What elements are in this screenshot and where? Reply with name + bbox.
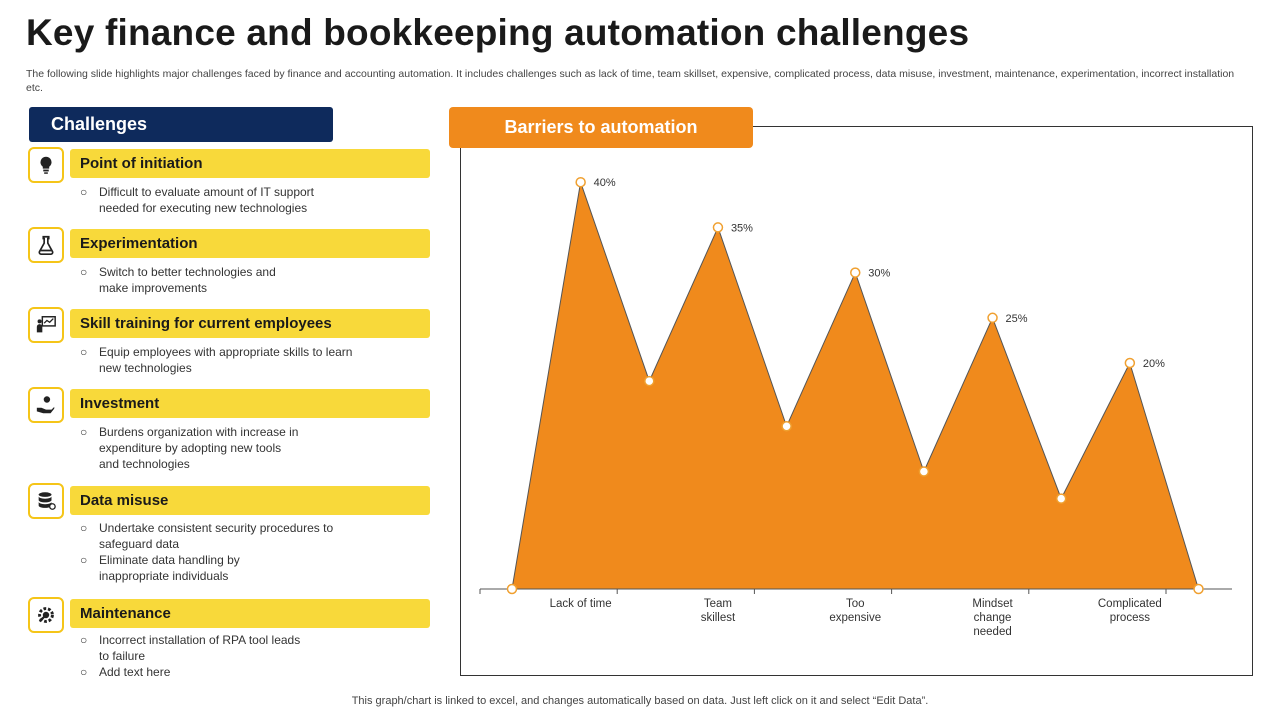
challenge-bullet: ○ Incorrect installation of RPA tool lead… <box>80 633 301 663</box>
bullet-text: Eliminate data handling by inappropriate… <box>99 553 240 583</box>
challenge-title-bar: Skill training for current employees <box>70 309 430 338</box>
challenges-header: Challenges <box>29 107 333 142</box>
challenge-title: Point of initiation <box>80 155 203 172</box>
challenge-title-bar: Investment <box>70 389 430 418</box>
x-tick-label: Complicated process <box>1098 598 1162 624</box>
bullet-text: Undertake consistent security procedures… <box>99 521 334 551</box>
x-tick-label: Team skillest <box>701 598 736 624</box>
challenge-title-bar: Experimentation <box>70 229 430 258</box>
lightbulb-icon <box>28 147 64 183</box>
hand-money-icon <box>28 387 64 423</box>
bullet-text: Equip employees with appropriate skills … <box>99 345 353 375</box>
data-point <box>506 583 518 595</box>
data-point <box>781 421 792 432</box>
challenge-title-bar: Maintenance <box>70 599 430 628</box>
challenge-title: Skill training for current employees <box>80 315 332 332</box>
challenge-title: Experimentation <box>80 235 198 252</box>
challenge-title-bar: Point of initiation <box>70 149 430 178</box>
bullet-text: Switch to better technologies and make i… <box>99 265 276 295</box>
page-title: Key finance and bookkeeping automation c… <box>26 12 970 53</box>
bullet-text: Add text here <box>99 665 171 679</box>
page-subtitle: The following slide highlights major cha… <box>26 68 1235 94</box>
data-point-peak <box>575 176 586 188</box>
data-label: 40% <box>594 177 616 189</box>
chart-frame <box>460 126 1253 676</box>
challenge-title: Investment <box>80 395 160 412</box>
database-icon <box>28 483 64 519</box>
data-point <box>1055 493 1067 504</box>
bullet-text: Incorrect installation of RPA tool leads… <box>99 633 301 663</box>
data-point-peak <box>987 312 998 324</box>
footer-note: This graph/chart is linked to excel, and… <box>351 695 929 707</box>
data-label: 35% <box>731 222 753 234</box>
challenge-bullet: ○ Switch to better technologies and make … <box>80 265 276 295</box>
lab-flask-icon <box>28 227 64 263</box>
gear-wrench-icon <box>28 597 64 633</box>
data-point <box>644 375 655 387</box>
area-series <box>511 182 1200 590</box>
presentation-training-icon <box>28 307 64 343</box>
challenge-bullet: ○ Difficult to evaluate amount of IT supp… <box>80 185 315 215</box>
x-tick-label: Lack of time <box>550 598 612 610</box>
barriers-header: Barriers to automation <box>449 107 753 148</box>
challenge-bullet: ○ Add text here <box>80 665 171 679</box>
data-point <box>1193 583 1204 595</box>
challenge-title: Data misuse <box>80 492 169 509</box>
challenge-bullet: ○ Undertake consistent security procedure… <box>80 521 334 551</box>
data-label: 20% <box>1143 358 1165 370</box>
data-point-peak <box>850 267 861 278</box>
challenge-bullet: ○ Equip employees with appropriate skills… <box>80 345 353 375</box>
x-tick-label: Too expensive <box>829 598 881 624</box>
challenge-bullet: ○ Burdens organization with increase in e… <box>80 425 299 471</box>
bullet-text: Burdens organization with increase in ex… <box>99 425 299 471</box>
challenge-bullet: ○ Eliminate data handling by inappropriat… <box>80 553 240 583</box>
data-label: 25% <box>1006 313 1028 325</box>
bullet-text: Difficult to evaluate amount of IT suppo… <box>99 185 315 215</box>
challenge-title: Maintenance <box>80 605 171 622</box>
barriers-header-label: Barriers to automation <box>504 117 698 137</box>
data-point-peak <box>712 222 724 233</box>
data-label: 30% <box>868 268 890 280</box>
challenge-title-bar: Data misuse <box>70 486 430 515</box>
x-tick-label: Mindset change needed <box>972 598 1013 638</box>
challenges-header-label: Challenges <box>51 114 148 134</box>
data-point <box>918 466 930 477</box>
data-point-peak <box>1124 357 1136 369</box>
